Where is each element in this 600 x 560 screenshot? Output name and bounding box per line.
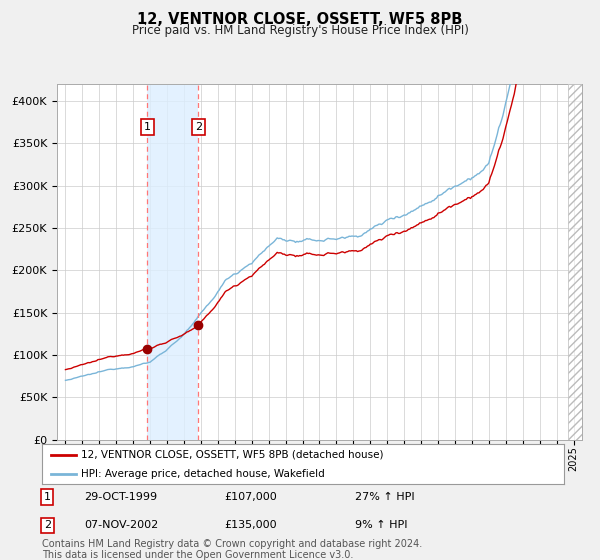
Text: 2: 2: [44, 520, 51, 530]
Text: 07-NOV-2002: 07-NOV-2002: [84, 520, 158, 530]
Text: 29-OCT-1999: 29-OCT-1999: [84, 492, 157, 502]
Text: Contains HM Land Registry data © Crown copyright and database right 2024.
This d: Contains HM Land Registry data © Crown c…: [42, 539, 422, 560]
Bar: [147, 84, 199, 440]
Text: 12, VENTNOR CLOSE, OSSETT, WF5 8PB (detached house): 12, VENTNOR CLOSE, OSSETT, WF5 8PB (deta…: [81, 450, 383, 460]
Text: 1: 1: [44, 492, 51, 502]
Text: Price paid vs. HM Land Registry's House Price Index (HPI): Price paid vs. HM Land Registry's House …: [131, 24, 469, 38]
Text: 9% ↑ HPI: 9% ↑ HPI: [355, 520, 408, 530]
Text: HPI: Average price, detached house, Wakefield: HPI: Average price, detached house, Wake…: [81, 469, 325, 479]
Text: 27% ↑ HPI: 27% ↑ HPI: [355, 492, 415, 502]
Text: 12, VENTNOR CLOSE, OSSETT, WF5 8PB: 12, VENTNOR CLOSE, OSSETT, WF5 8PB: [137, 12, 463, 27]
Bar: [568, 84, 582, 440]
Text: 2: 2: [195, 122, 202, 132]
Bar: [568, 84, 582, 440]
Text: 1: 1: [144, 122, 151, 132]
Text: £107,000: £107,000: [224, 492, 277, 502]
Text: £135,000: £135,000: [224, 520, 277, 530]
